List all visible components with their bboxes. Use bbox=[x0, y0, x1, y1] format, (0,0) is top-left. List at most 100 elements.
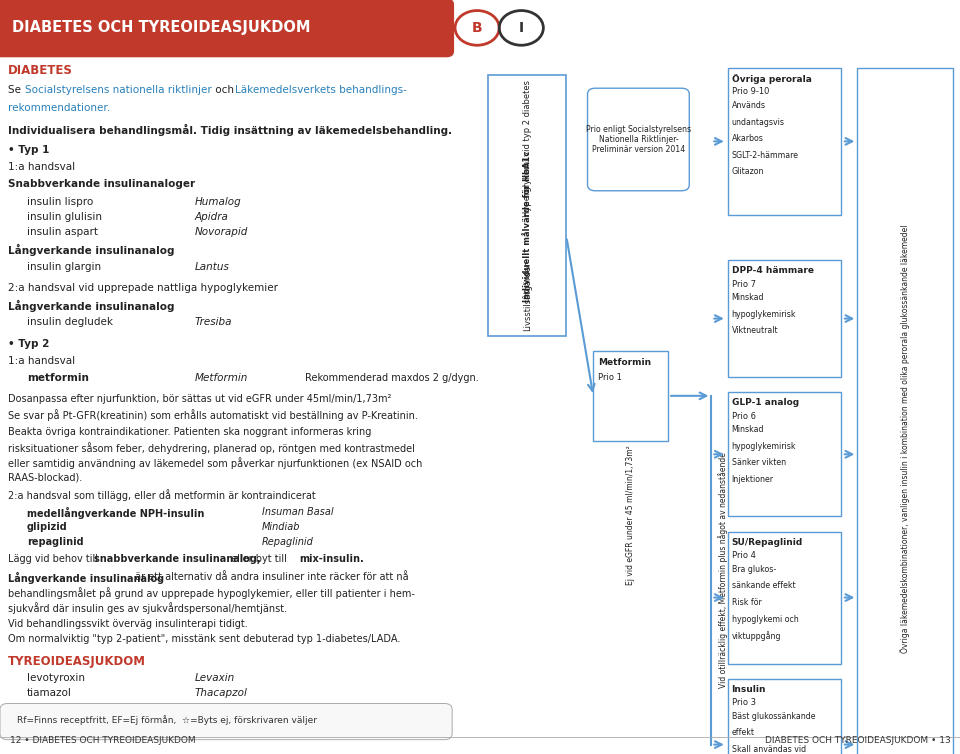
Bar bbox=[728, 532, 841, 664]
Text: Används: Används bbox=[732, 101, 765, 110]
Text: Apidra: Apidra bbox=[195, 212, 228, 222]
Text: sänkande effekt: sänkande effekt bbox=[732, 581, 795, 590]
Text: insulin aspart: insulin aspart bbox=[27, 227, 98, 237]
Text: repaglinid: repaglinid bbox=[27, 537, 84, 547]
Bar bbox=[593, 351, 668, 441]
Text: DPP-4 hämmare: DPP-4 hämmare bbox=[732, 266, 813, 275]
Text: behandlingsmålet på grund av upprepade hypoglykemier, eller till patienter i hem: behandlingsmålet på grund av upprepade h… bbox=[8, 587, 415, 599]
Text: Dosanpassa efter njurfunktion, bör sättas ut vid eGFR under 45ml/min/1,73m²: Dosanpassa efter njurfunktion, bör sätta… bbox=[8, 394, 391, 404]
Text: Långverkande insulinanalog: Långverkande insulinanalog bbox=[8, 244, 174, 256]
Text: Ej vid eGFR under 45 ml/min/1,73m²: Ej vid eGFR under 45 ml/min/1,73m² bbox=[626, 445, 636, 584]
Text: Viktneutralt: Viktneutralt bbox=[732, 326, 779, 336]
Text: B: B bbox=[471, 21, 483, 35]
Text: levotyroxin: levotyroxin bbox=[27, 673, 84, 682]
Text: Prio 4: Prio 4 bbox=[732, 551, 756, 560]
Text: Metformin: Metformin bbox=[195, 373, 249, 383]
Text: Långverkande insulinanalog: Långverkande insulinanalog bbox=[8, 300, 174, 312]
Text: I: I bbox=[518, 21, 524, 35]
Text: Individuellt målvärde för HbA1c: Individuellt målvärde för HbA1c bbox=[522, 151, 532, 302]
Text: Tresiba: Tresiba bbox=[195, 317, 232, 327]
Text: Snabbverkande insulinanaloger: Snabbverkande insulinanaloger bbox=[8, 179, 195, 189]
Text: Se svar på Pt-GFR(kreatinin) som erhålls automatiskt vid beställning av P-Kreati: Se svar på Pt-GFR(kreatinin) som erhålls… bbox=[8, 409, 418, 421]
Text: Läkemedelsverkets behandlings-: Läkemedelsverkets behandlings- bbox=[235, 85, 407, 95]
Text: Prio enligt Socialstyrelsens
Nationella Riktlinjer-
Preliminär version 2014: Prio enligt Socialstyrelsens Nationella … bbox=[586, 124, 691, 155]
Text: Akarbos: Akarbos bbox=[732, 134, 763, 143]
Text: Minskad: Minskad bbox=[732, 425, 764, 434]
Text: metformin: metformin bbox=[27, 373, 88, 383]
Text: DIABETES OCH TYREOIDEASJUKDOM: DIABETES OCH TYREOIDEASJUKDOM bbox=[12, 20, 310, 35]
Text: 2:a handsval vid upprepade nattliga hypoglykemier: 2:a handsval vid upprepade nattliga hypo… bbox=[8, 283, 277, 293]
Bar bbox=[728, 392, 841, 516]
Text: Prio 7: Prio 7 bbox=[732, 280, 756, 289]
Text: hypoglykemirisk: hypoglykemirisk bbox=[732, 310, 796, 319]
Text: Prio 6: Prio 6 bbox=[732, 412, 756, 421]
Text: Humalog: Humalog bbox=[195, 197, 242, 207]
Text: Lägg vid behov till: Lägg vid behov till bbox=[8, 554, 101, 564]
Text: Individualisera behandlingsmål. Tidig insättning av läkemedelsbehandling.: Individualisera behandlingsmål. Tidig in… bbox=[8, 124, 452, 136]
Text: 1:a handsval: 1:a handsval bbox=[8, 356, 75, 366]
Text: 12 • DIABETES OCH TYREOIDEASJUKDOM: 12 • DIABETES OCH TYREOIDEASJUKDOM bbox=[10, 736, 195, 745]
Bar bbox=[728, 68, 841, 215]
Text: DIABETES: DIABETES bbox=[8, 64, 73, 77]
Text: Rf=Finns receptfritt, EF=Ej förmån,  ☆=Byts ej, förskrivaren väljer: Rf=Finns receptfritt, EF=Ej förmån, ☆=By… bbox=[17, 716, 317, 725]
Text: Övriga läkemedelskombinationer, vanligen insulin i kombination med olika peroral: Övriga läkemedelskombinationer, vanligen… bbox=[900, 225, 910, 654]
Bar bbox=[857, 68, 953, 754]
Text: TYREOIDEASJUKDOM: TYREOIDEASJUKDOM bbox=[8, 655, 146, 668]
Text: Hyperglykemi vid typ 2 diabetes: Hyperglykemi vid typ 2 diabetes bbox=[522, 80, 532, 216]
Text: Repaglinid: Repaglinid bbox=[262, 537, 314, 547]
Bar bbox=[488, 75, 566, 336]
FancyBboxPatch shape bbox=[0, 0, 454, 57]
Text: Lantus: Lantus bbox=[195, 262, 229, 271]
Text: Rekommenderad maxdos 2 g/dygn.: Rekommenderad maxdos 2 g/dygn. bbox=[305, 373, 479, 383]
Text: insulin glulisin: insulin glulisin bbox=[27, 212, 102, 222]
Text: Insuman Basal: Insuman Basal bbox=[262, 507, 334, 516]
Text: hypoglykemirisk: hypoglykemirisk bbox=[732, 442, 796, 451]
Text: Prio 9-10: Prio 9-10 bbox=[732, 87, 769, 97]
Text: hypoglykemi och: hypoglykemi och bbox=[732, 615, 799, 624]
Text: risksituationer såsom feber, dehydrering, planerad op, röntgen med kontrastmedel: risksituationer såsom feber, dehydrering… bbox=[8, 442, 415, 454]
Text: Insulin: Insulin bbox=[732, 685, 766, 694]
Text: tiamazol: tiamazol bbox=[27, 688, 72, 697]
Bar bbox=[728, 260, 841, 377]
Text: eller samtidig användning av läkemedel som påverkar njurfunktionen (ex NSAID och: eller samtidig användning av läkemedel s… bbox=[8, 457, 422, 469]
Text: Prio 1: Prio 1 bbox=[598, 373, 622, 382]
Text: Prio 3: Prio 3 bbox=[732, 698, 756, 707]
Text: Bra glukos-: Bra glukos- bbox=[732, 565, 776, 574]
Text: Vid otillräcklig effekt, Metformin plus något av nedanstående: Vid otillräcklig effekt, Metformin plus … bbox=[718, 452, 728, 688]
Text: Livsstilsåtgärder: Livsstilsåtgärder bbox=[522, 262, 532, 331]
Text: 1:a handsval: 1:a handsval bbox=[8, 162, 75, 172]
Text: Långverkande insulinanalog: Långverkande insulinanalog bbox=[8, 572, 164, 584]
Text: undantagsvis: undantagsvis bbox=[732, 118, 784, 127]
Text: mix-insulin.: mix-insulin. bbox=[300, 554, 364, 564]
Text: Risk för: Risk för bbox=[732, 598, 761, 607]
Text: eller byt till: eller byt till bbox=[228, 554, 291, 564]
Text: • Typ 2: • Typ 2 bbox=[8, 339, 49, 348]
Text: insulin glargin: insulin glargin bbox=[27, 262, 101, 271]
FancyBboxPatch shape bbox=[0, 703, 452, 740]
Text: Glitazon: Glitazon bbox=[732, 167, 764, 176]
Text: medellångverkande NPH-insulin: medellångverkande NPH-insulin bbox=[27, 507, 204, 519]
Text: Metformin: Metformin bbox=[598, 358, 651, 367]
Text: effekt: effekt bbox=[732, 728, 755, 737]
Text: DIABETES OCH TYREOIDEASJUKDOM • 13: DIABETES OCH TYREOIDEASJUKDOM • 13 bbox=[765, 736, 950, 745]
Text: snabbverkande insulinanalog,: snabbverkande insulinanalog, bbox=[94, 554, 261, 564]
Text: 2:a handsval som tillägg, eller då metformin är kontraindicerat: 2:a handsval som tillägg, eller då metfo… bbox=[8, 489, 316, 501]
Text: Skall användas vid: Skall användas vid bbox=[732, 745, 805, 754]
Text: SU/Repaglinid: SU/Repaglinid bbox=[732, 538, 803, 547]
Text: SGLT-2-hämmare: SGLT-2-hämmare bbox=[732, 151, 799, 160]
Text: Vid behandlingssvikt överväg insulinterapi tidigt.: Vid behandlingssvikt överväg insulintera… bbox=[8, 619, 248, 629]
Text: Novorapid: Novorapid bbox=[195, 227, 249, 237]
Text: insulin degludek: insulin degludek bbox=[27, 317, 113, 327]
Text: insulin lispro: insulin lispro bbox=[27, 197, 93, 207]
Text: Minskad: Minskad bbox=[732, 293, 764, 302]
Text: Levaxin: Levaxin bbox=[195, 673, 235, 682]
Text: Socialstyrelsens nationella riktlinjer: Socialstyrelsens nationella riktlinjer bbox=[25, 85, 212, 95]
Text: Thacapzol: Thacapzol bbox=[195, 688, 248, 697]
Bar bbox=[728, 679, 841, 754]
Text: Mindiab: Mindiab bbox=[262, 522, 300, 532]
Text: är ett alternativ då andra insuliner inte räcker för att nå: är ett alternativ då andra insuliner int… bbox=[132, 572, 409, 581]
Text: rekommendationer.: rekommendationer. bbox=[8, 103, 109, 112]
Text: RAAS-blockad).: RAAS-blockad). bbox=[8, 472, 82, 482]
Text: glipizid: glipizid bbox=[27, 522, 67, 532]
Text: • Typ 1: • Typ 1 bbox=[8, 145, 49, 155]
